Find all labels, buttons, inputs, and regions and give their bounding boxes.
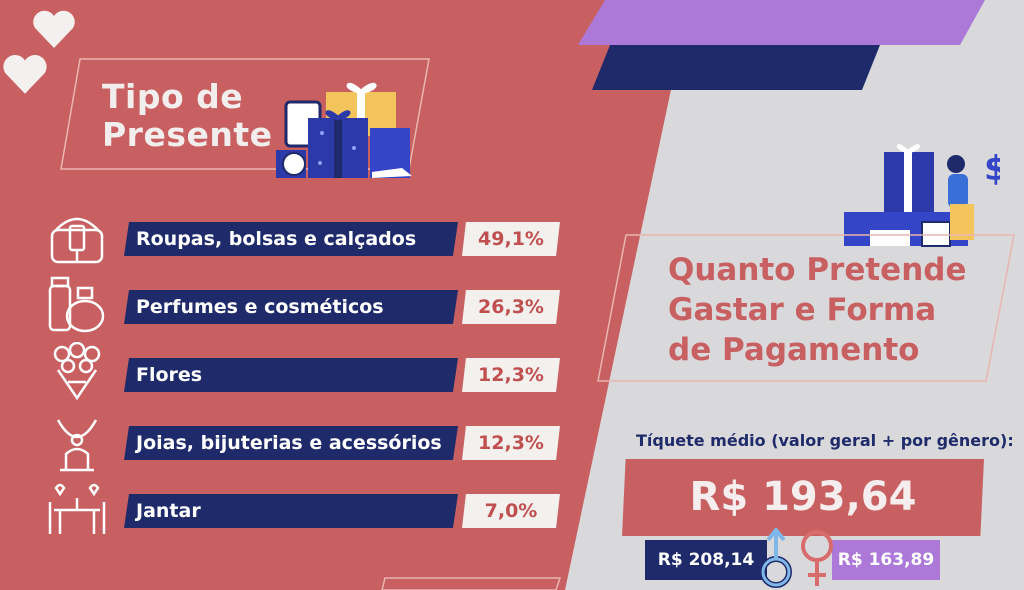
average-ticket-label: Tíquete médio (valor geral + por gênero)…	[636, 431, 1014, 450]
gift-value-perfume: 26,3%	[462, 290, 560, 324]
gift-label-jewelry: Joias, bijuterias e acessórios	[124, 426, 458, 460]
title-frame	[597, 234, 1015, 382]
dollar-sign-icon: $	[984, 149, 1000, 189]
perfume-bottle-icon	[48, 276, 105, 333]
gift-value-dinner: 7,0%	[462, 494, 560, 528]
shopper-illustration: $	[844, 144, 1000, 247]
gift-label-dinner: Jantar	[124, 494, 458, 528]
female-average-value: R$ 163,89	[832, 540, 940, 580]
heart-icon	[3, 55, 47, 94]
male-symbol-icon	[760, 528, 792, 588]
handbag-icon	[50, 217, 104, 264]
gifts-illustration	[276, 82, 412, 178]
average-ticket-total: R$ 193,64	[622, 459, 984, 536]
female-symbol-icon	[801, 530, 833, 586]
heart-icon	[33, 10, 75, 48]
necklace-icon	[56, 419, 98, 472]
gift-label-perfume: Perfumes e cosméticos	[124, 290, 458, 324]
gift-value-clothes: 49,1%	[462, 222, 560, 256]
section-title-spending: Quanto Pretende Gastar e Forma de Pagame…	[668, 252, 967, 368]
gift-value-flowers: 12,3%	[462, 358, 560, 392]
gift-value-jewelry: 12,3%	[462, 426, 560, 460]
gift-label-flowers: Flores	[124, 358, 458, 392]
gift-label-clothes: Roupas, bolsas e calçados	[124, 222, 458, 256]
section-title-gift-type: Tipo de Presente	[102, 77, 273, 154]
male-average-value: R$ 208,14	[645, 540, 767, 580]
dinner-table-icon	[48, 483, 106, 534]
flower-bouquet-icon	[53, 342, 101, 400]
